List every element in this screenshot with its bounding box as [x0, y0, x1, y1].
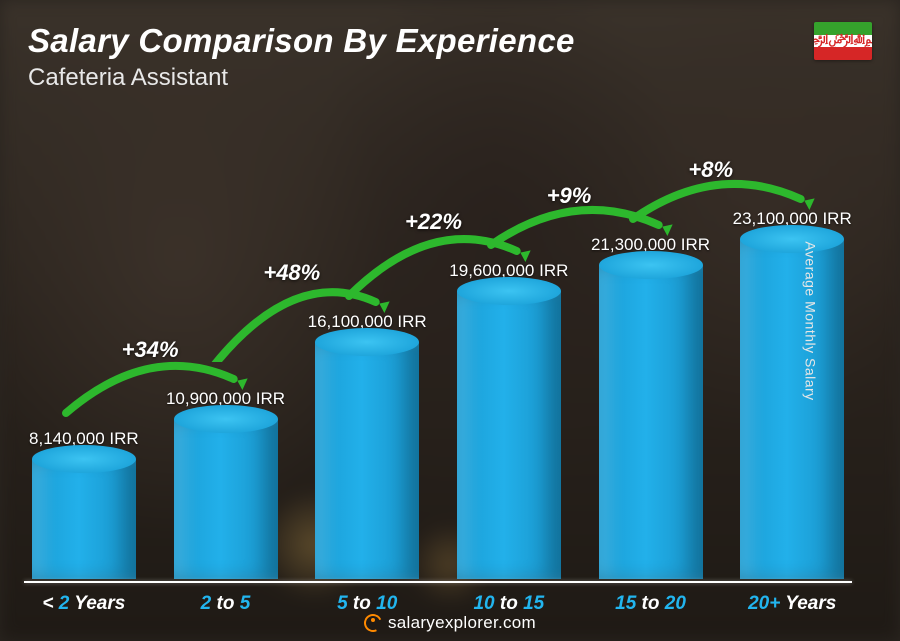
- bar-front: [174, 419, 278, 579]
- bar-top-ellipse: [740, 225, 844, 253]
- x-tick-label: 15 to 20: [591, 593, 711, 615]
- bar-column: 23,100,000 IRR: [732, 209, 852, 579]
- pct-change-label: +9%: [547, 183, 592, 209]
- x-axis-line: [24, 581, 852, 583]
- pct-change-label: +8%: [688, 157, 733, 183]
- bar: [315, 342, 419, 579]
- bar-front: [599, 265, 703, 579]
- pct-change-label: +34%: [122, 337, 179, 363]
- pct-change-label: +22%: [405, 209, 462, 235]
- bar-top-ellipse: [174, 405, 278, 433]
- bar-front: [315, 342, 419, 579]
- bar-top-ellipse: [32, 445, 136, 473]
- footer: salaryexplorer.com: [0, 613, 900, 637]
- bar: [599, 265, 703, 579]
- chart-subtitle: Cafeteria Assistant: [28, 64, 872, 92]
- header: Salary Comparison By Experience Cafeteri…: [28, 22, 872, 92]
- bar-front: [740, 239, 844, 579]
- pct-change-label: +48%: [263, 260, 320, 286]
- bar-column: 16,100,000 IRR: [307, 312, 427, 579]
- brand-logo-icon: [364, 614, 382, 632]
- brand-text: salaryexplorer.com: [388, 613, 536, 633]
- brand: salaryexplorer.com: [364, 613, 536, 633]
- bar-column: 10,900,000 IRR: [166, 389, 286, 579]
- y-axis-label: Average Monthly Salary: [802, 241, 818, 400]
- x-tick-label: 5 to 10: [307, 593, 427, 615]
- bar-top-ellipse: [599, 251, 703, 279]
- country-flag-iran: ﷽: [814, 22, 872, 60]
- bar-top-ellipse: [315, 328, 419, 356]
- bar: [740, 239, 844, 579]
- bar: [32, 459, 136, 579]
- bar: [174, 419, 278, 579]
- content-container: Salary Comparison By Experience Cafeteri…: [0, 0, 900, 641]
- bar-column: 8,140,000 IRR: [24, 429, 144, 579]
- x-axis-labels: < 2 Years 2 to 5 5 to 10 10 to 15 15 to 20 20…: [24, 593, 852, 615]
- bar-column: 21,300,000 IRR: [591, 235, 711, 579]
- x-tick-label: 10 to 15: [449, 593, 569, 615]
- bar: [457, 291, 561, 579]
- bar-top-ellipse: [457, 277, 561, 305]
- x-tick-label: 20+ Years: [732, 593, 852, 615]
- x-tick-label: < 2 Years: [24, 593, 144, 615]
- bar-front: [32, 459, 136, 579]
- chart-title: Salary Comparison By Experience: [28, 22, 872, 60]
- bar-column: 19,600,000 IRR: [449, 261, 569, 579]
- x-tick-label: 2 to 5: [166, 593, 286, 615]
- bar-front: [457, 291, 561, 579]
- flag-emblem: ﷽: [814, 30, 872, 52]
